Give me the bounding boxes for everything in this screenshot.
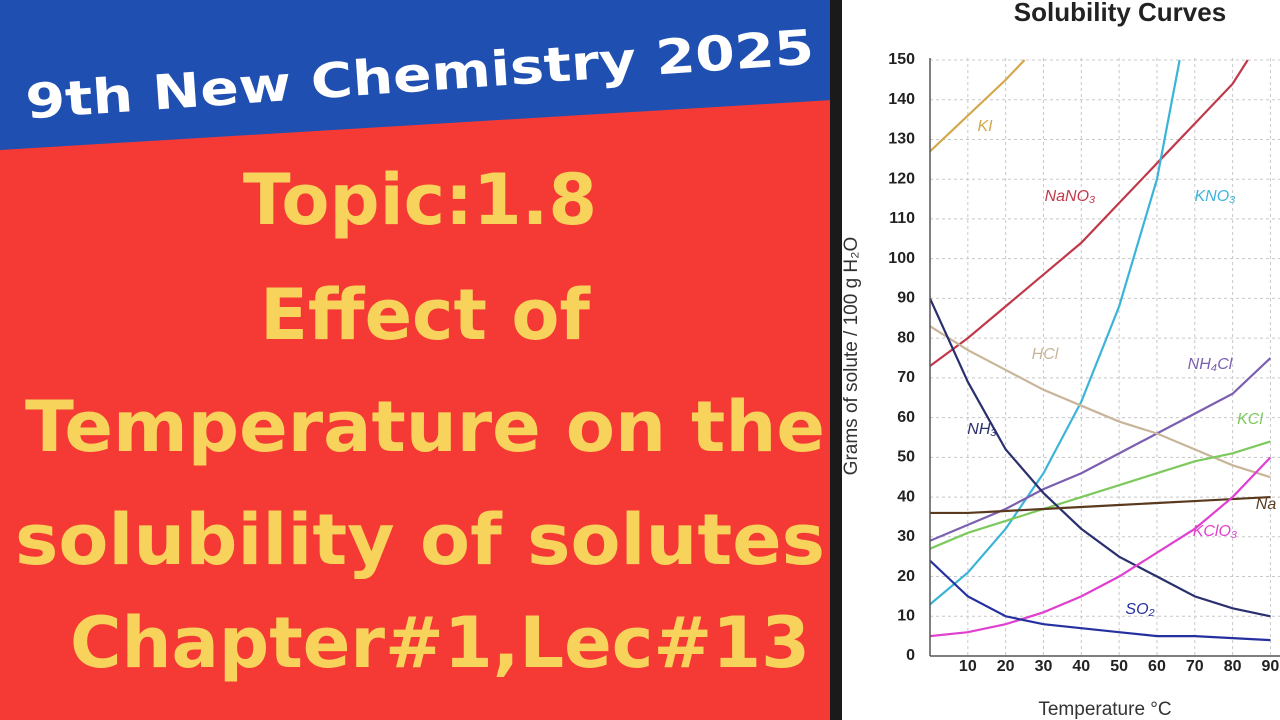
topic-line: Temperature on the	[25, 386, 825, 468]
y-tick-label: 10	[897, 607, 915, 624]
x-tick-label: 80	[1224, 658, 1242, 675]
y-tick-label: 20	[897, 568, 915, 585]
curve	[930, 357, 1272, 542]
curve	[930, 495, 1271, 515]
x-tick-label: 20	[997, 658, 1015, 675]
curve	[930, 559, 1271, 642]
y-tick-label: 110	[889, 210, 915, 227]
series-label: NaNO₃	[1045, 188, 1096, 205]
curve	[930, 59, 1181, 606]
y-tick-label: 120	[888, 170, 915, 187]
x-tick-label: 40	[1072, 658, 1090, 675]
x-tick-label: 10	[959, 658, 977, 675]
curve	[930, 297, 1271, 618]
y-tick-label: 40	[897, 488, 915, 505]
series-label: NH₃	[967, 421, 996, 438]
topic-line: solubility of solutes	[15, 499, 825, 581]
blue-banner	[0, 0, 832, 150]
x-tick-label: 30	[1035, 658, 1053, 675]
series-label: KCl	[1237, 411, 1263, 428]
divider	[830, 0, 842, 720]
series-label: NH₄Cl	[1188, 356, 1233, 373]
x-tick-label: 50	[1110, 658, 1128, 675]
x-axis-label: Temperature °C	[1038, 699, 1171, 720]
y-tick-label: 50	[897, 449, 915, 466]
y-tick-label: 130	[888, 131, 915, 148]
series-label: HCl	[1032, 346, 1059, 363]
y-tick-label: 0	[906, 647, 915, 664]
plot	[930, 58, 1280, 656]
y-tick-label: 140	[888, 91, 915, 108]
curve	[930, 59, 1026, 153]
y-tick-label: 60	[897, 409, 915, 426]
topic-line: Effect of	[260, 274, 591, 356]
y-tick-label: 30	[897, 528, 915, 545]
curve	[930, 456, 1272, 638]
series-label: Na	[1256, 496, 1277, 513]
curve	[930, 440, 1271, 550]
series-label: KI	[977, 118, 993, 135]
series-label: KNO₃	[1194, 188, 1235, 205]
y-tick-label: 80	[897, 329, 915, 346]
x-tick-label: 90	[1262, 658, 1280, 675]
curve	[930, 59, 1249, 367]
y-tick-label: 90	[897, 290, 915, 307]
x-tick-label: 70	[1186, 658, 1204, 675]
chart-title: Solubility Curves	[1014, 0, 1226, 27]
y-axis-label: Grams of solute / 100 g H₂O	[841, 237, 862, 476]
topic-line: Chapter#1,Lec#13	[70, 602, 810, 684]
series-label: KClO₃	[1193, 523, 1238, 540]
topic-line: Topic:1.8	[243, 159, 597, 241]
y-tick-label: 100	[888, 250, 915, 267]
y-tick-label: 70	[897, 369, 915, 386]
y-tick-label: 150	[888, 51, 915, 68]
x-tick-label: 60	[1148, 658, 1166, 675]
series-label: SO₂	[1125, 601, 1154, 618]
